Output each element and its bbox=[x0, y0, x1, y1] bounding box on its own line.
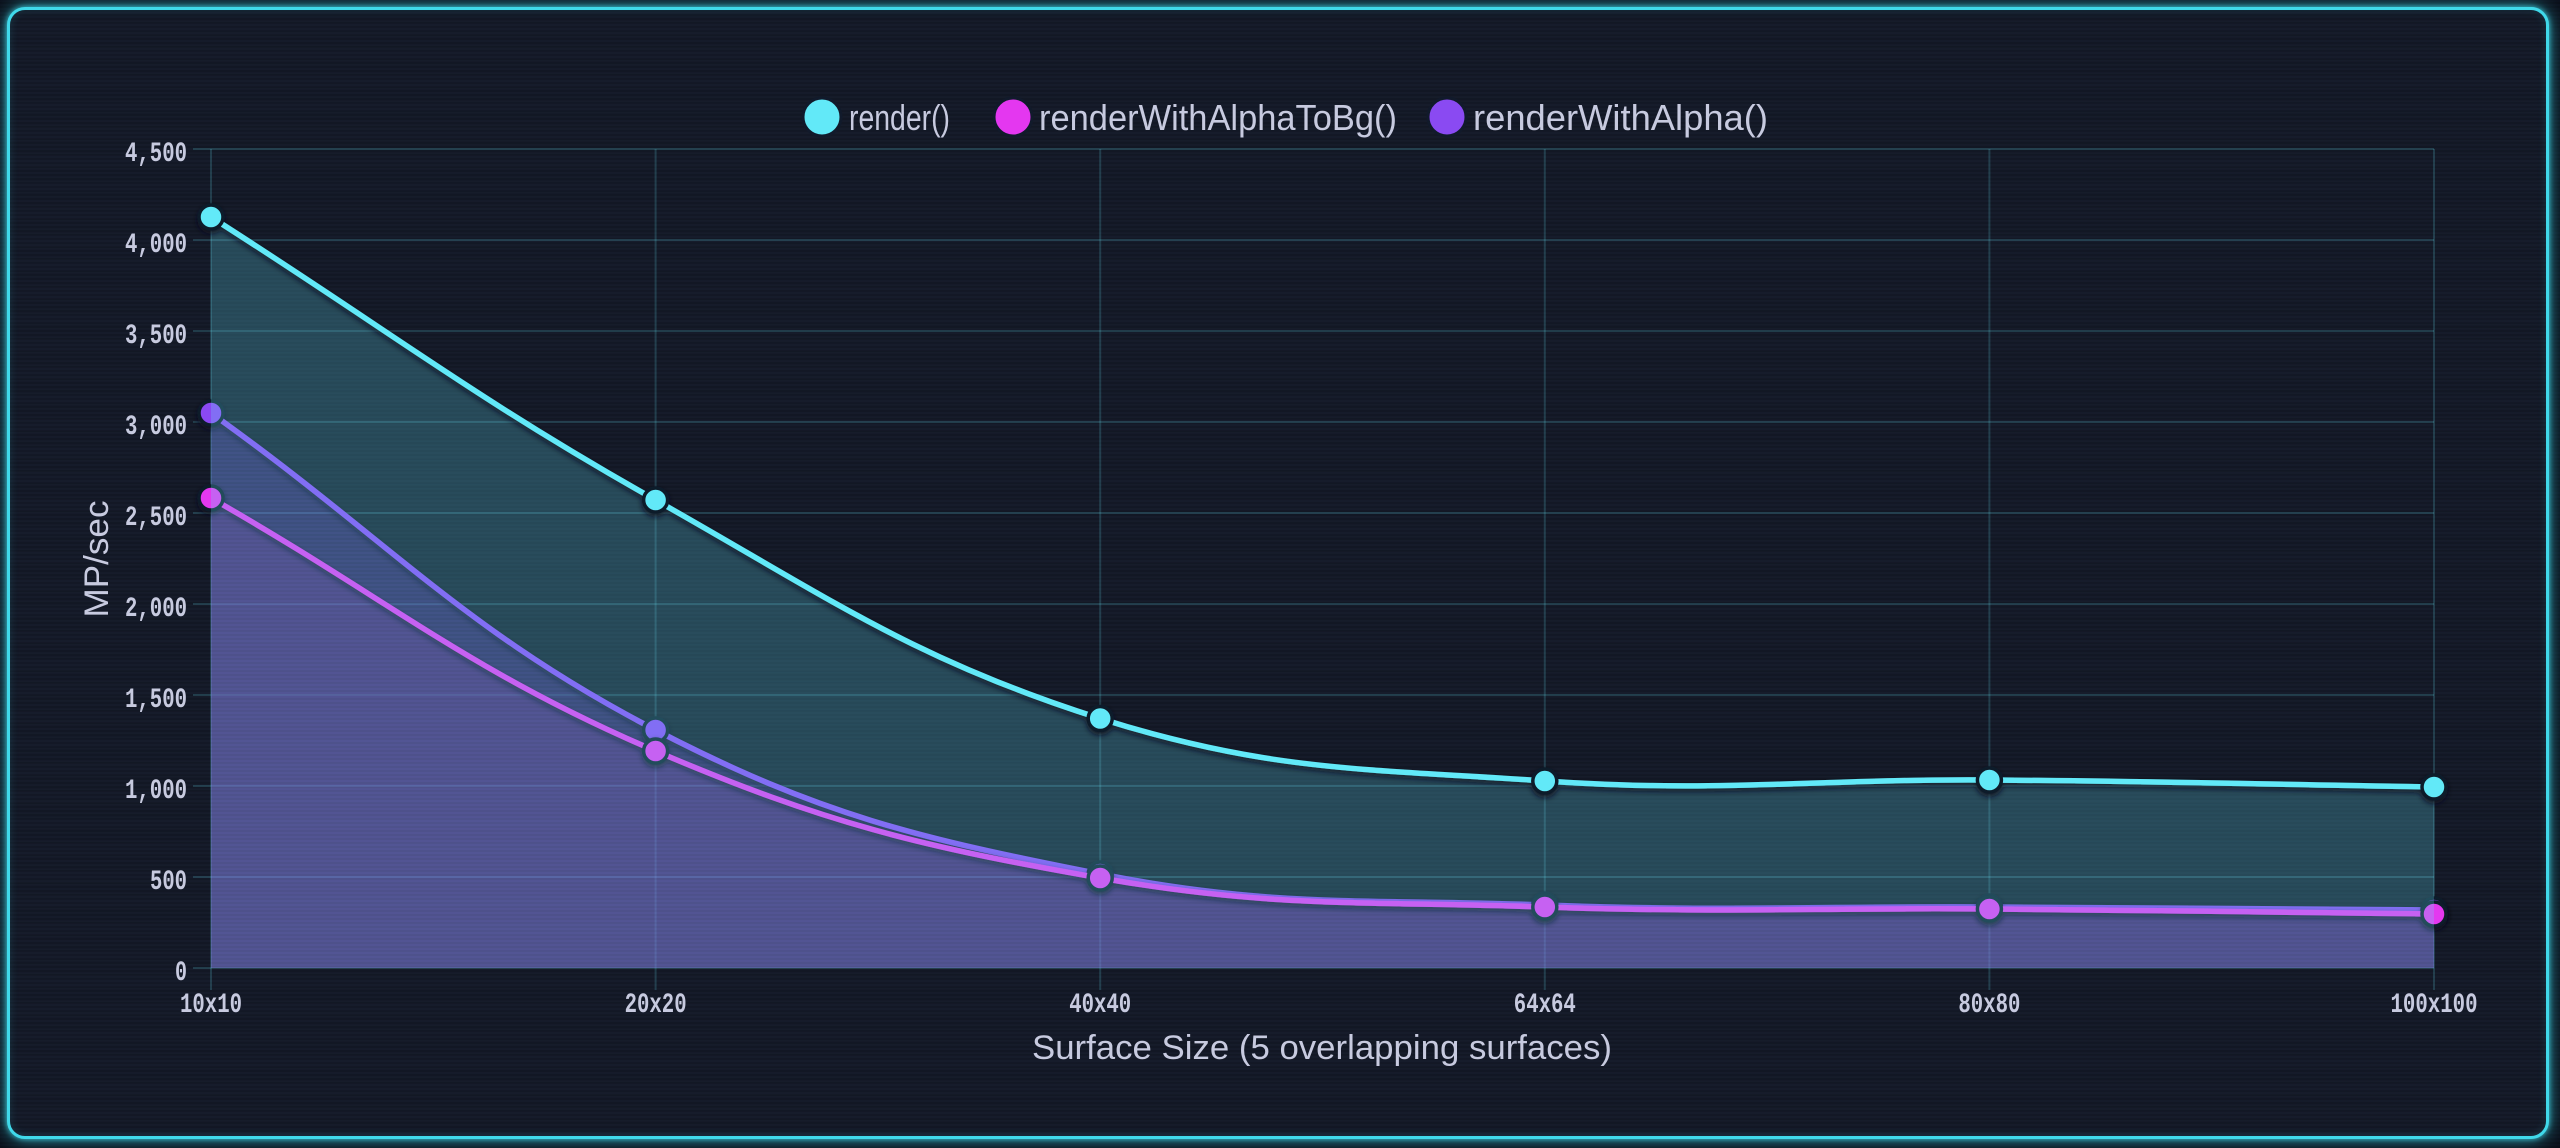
svg-text:3,500: 3,500 bbox=[125, 321, 187, 352]
svg-text:10x10: 10x10 bbox=[180, 990, 242, 1021]
svg-text:1,000: 1,000 bbox=[125, 776, 187, 807]
svg-text:3,000: 3,000 bbox=[125, 412, 187, 443]
svg-text:20x20: 20x20 bbox=[625, 990, 687, 1021]
svg-text:renderWithAlpha(): renderWithAlpha() bbox=[1473, 97, 1768, 138]
svg-text:100x100: 100x100 bbox=[2391, 990, 2478, 1021]
svg-text:renderWithAlphaToBg(): renderWithAlphaToBg() bbox=[1039, 97, 1397, 138]
svg-text:80x80: 80x80 bbox=[1958, 990, 2020, 1021]
svg-text:64x64: 64x64 bbox=[1514, 990, 1576, 1021]
svg-text:4,000: 4,000 bbox=[125, 230, 187, 261]
svg-text:Surface Size (5 overlapping su: Surface Size (5 overlapping surfaces) bbox=[1032, 1029, 1612, 1067]
svg-text:0: 0 bbox=[175, 958, 187, 989]
svg-text:4,500: 4,500 bbox=[125, 139, 187, 170]
svg-text:2,500: 2,500 bbox=[125, 503, 187, 534]
svg-text:MP/sec: MP/sec bbox=[78, 501, 116, 618]
svg-text:40x40: 40x40 bbox=[1069, 990, 1131, 1021]
svg-text:1,500: 1,500 bbox=[125, 685, 187, 716]
svg-text:500: 500 bbox=[150, 867, 187, 898]
svg-text:2,000: 2,000 bbox=[125, 594, 187, 625]
svg-text:render(): render() bbox=[849, 97, 950, 138]
